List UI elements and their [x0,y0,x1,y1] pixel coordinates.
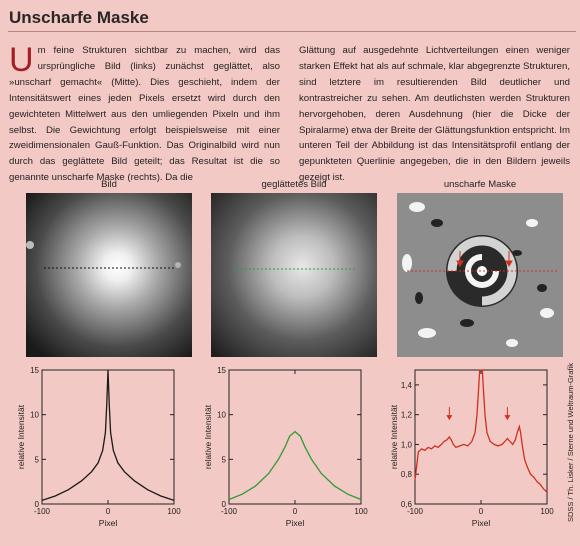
panel-label-unsharp: unscharfe Maske [443,179,517,190]
plot-frame [414,369,548,505]
left-column-text: m feine Strukturen sichtbar zu machen, w… [9,45,280,184]
panel-label-original: Bild [101,179,117,190]
intensity-profile-chart-unsharp: -100 0 100 0,6 0,8 1,0 1,2 1,4 Pixel relative Int… [389,369,554,528]
right-column-text: Glättung auf ausgedehnte Lichtverteilung… [299,45,570,184]
y-tick-label: 0,6 [401,500,413,509]
x-tick-label: 100 [540,507,554,516]
title-divider [8,31,576,32]
y-tick-label: 15 [30,366,39,375]
galaxy-image-smoothed [211,193,377,357]
page-title: Unscharfe Maske [9,8,149,27]
x-axis-label: Pixel [99,518,118,528]
x-tick-label: 0 [479,507,484,516]
x-tick-label: -100 [34,507,51,516]
galaxy-image-unsharp-mask [397,193,563,357]
y-tick-label: 1,0 [401,440,413,449]
plot-frame [41,369,175,505]
y-axis-label: relative Intensität [203,404,213,469]
y-tick-label: 0 [222,500,227,509]
y-tick-label: 5 [222,455,227,464]
image-credit: SDSS / Th. Lisker / Sterne und Weltraum-… [566,363,575,522]
y-tick-label: 1,4 [401,381,413,390]
plot-frame [228,369,362,505]
x-axis-label: Pixel [286,518,305,528]
x-tick-label: 100 [167,507,181,516]
panel-label-smoothed: geglättetes Bild [261,179,327,190]
x-axis-label: Pixel [472,518,491,528]
y-tick-label: 10 [30,411,39,420]
series-line [414,369,548,493]
drop-cap: U [9,41,34,79]
y-tick-label: 15 [217,366,226,375]
galaxy-image-original [26,193,192,357]
x-tick-label: 0 [106,507,111,516]
y-axis-label: relative Intensität [16,404,26,469]
x-tick-label: 0 [293,507,298,516]
x-tick-label: 100 [354,507,368,516]
arrow-icon [456,251,513,267]
y-tick-label: 1,2 [401,411,413,420]
y-tick-label: 0,8 [401,470,413,479]
y-tick-label: 0 [35,500,40,509]
series-line [228,430,362,501]
annotation-arrowhead [446,415,453,421]
x-tick-label: -100 [221,507,238,516]
y-tick-label: 10 [217,411,226,420]
body-column-right: Glättung auf ausgedehnte Lichtverteilung… [299,43,570,186]
y-axis-label: relative Intensität [389,404,399,469]
y-tick-label: 5 [35,455,40,464]
annotation-arrowhead [504,415,511,421]
x-tick-label: -100 [407,507,424,516]
series-line [41,369,175,502]
